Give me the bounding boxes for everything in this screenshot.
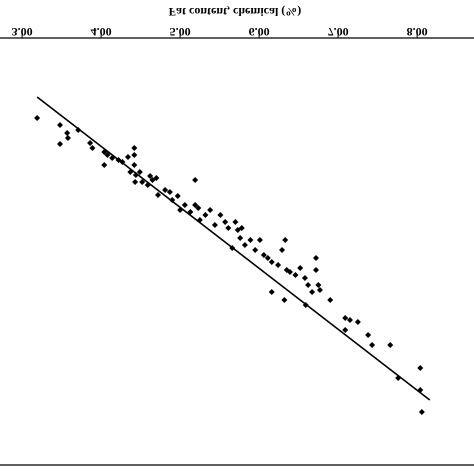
point	[260, 252, 267, 258]
point	[136, 169, 143, 175]
point	[268, 289, 275, 295]
point	[181, 202, 188, 208]
point	[64, 130, 71, 136]
point	[247, 237, 254, 243]
point	[89, 145, 96, 151]
point	[87, 140, 94, 146]
point	[268, 259, 275, 265]
point	[104, 152, 111, 158]
point	[342, 327, 349, 333]
point	[346, 317, 353, 323]
point	[342, 315, 349, 321]
point	[195, 205, 202, 211]
point	[229, 245, 236, 251]
point	[192, 177, 199, 183]
point	[282, 237, 289, 243]
point	[64, 135, 71, 141]
point	[57, 122, 64, 128]
point	[252, 247, 259, 253]
point	[211, 222, 218, 228]
point	[222, 219, 229, 225]
x-tick-label: 5.00	[170, 25, 191, 39]
point	[256, 237, 263, 243]
point	[127, 169, 134, 175]
point	[131, 145, 138, 151]
point	[144, 182, 151, 188]
point	[387, 342, 394, 348]
x-tick-label: 8.00	[407, 25, 428, 39]
point	[187, 209, 194, 215]
point	[169, 197, 176, 203]
point	[177, 207, 184, 213]
point	[264, 255, 271, 261]
point	[132, 172, 139, 178]
point	[166, 189, 173, 195]
point	[281, 297, 288, 303]
point	[395, 375, 402, 381]
point	[238, 225, 245, 231]
point	[418, 409, 425, 415]
point	[131, 162, 138, 168]
chart-title: Fat content, chemical (%)	[169, 5, 302, 19]
point	[162, 187, 169, 193]
x-tick-label: 4.00	[91, 25, 112, 39]
point	[109, 155, 116, 161]
point	[196, 217, 203, 223]
point	[301, 275, 308, 281]
point	[101, 149, 108, 155]
point	[286, 269, 293, 275]
point	[279, 247, 286, 253]
point	[354, 319, 361, 325]
point	[192, 202, 199, 208]
point	[124, 154, 131, 160]
point	[207, 207, 214, 213]
point	[305, 282, 312, 288]
point	[292, 272, 299, 278]
x-tick-label: 3.00	[12, 25, 33, 39]
point	[225, 225, 232, 231]
point	[232, 219, 239, 225]
point	[202, 212, 209, 218]
point	[302, 302, 309, 308]
point	[327, 297, 334, 303]
point	[309, 289, 316, 295]
x-tick-label: 6.00	[249, 25, 270, 39]
point	[237, 235, 244, 241]
point	[275, 262, 282, 268]
point	[155, 192, 161, 198]
point	[241, 242, 248, 248]
point	[34, 115, 41, 121]
point	[217, 212, 224, 218]
point	[119, 159, 126, 165]
point	[369, 342, 376, 348]
point	[297, 265, 304, 271]
point	[153, 175, 160, 181]
point	[57, 141, 64, 147]
point	[417, 365, 424, 371]
point	[139, 179, 146, 185]
point	[174, 193, 181, 199]
point	[147, 173, 154, 179]
point	[313, 267, 319, 273]
point	[101, 162, 108, 168]
point	[132, 179, 139, 185]
point	[316, 287, 323, 293]
point	[131, 152, 138, 158]
point	[417, 387, 424, 393]
point	[315, 282, 322, 288]
point	[365, 332, 372, 338]
x-tick-label: 7.00	[328, 25, 349, 39]
point	[313, 255, 319, 261]
point	[75, 127, 82, 133]
